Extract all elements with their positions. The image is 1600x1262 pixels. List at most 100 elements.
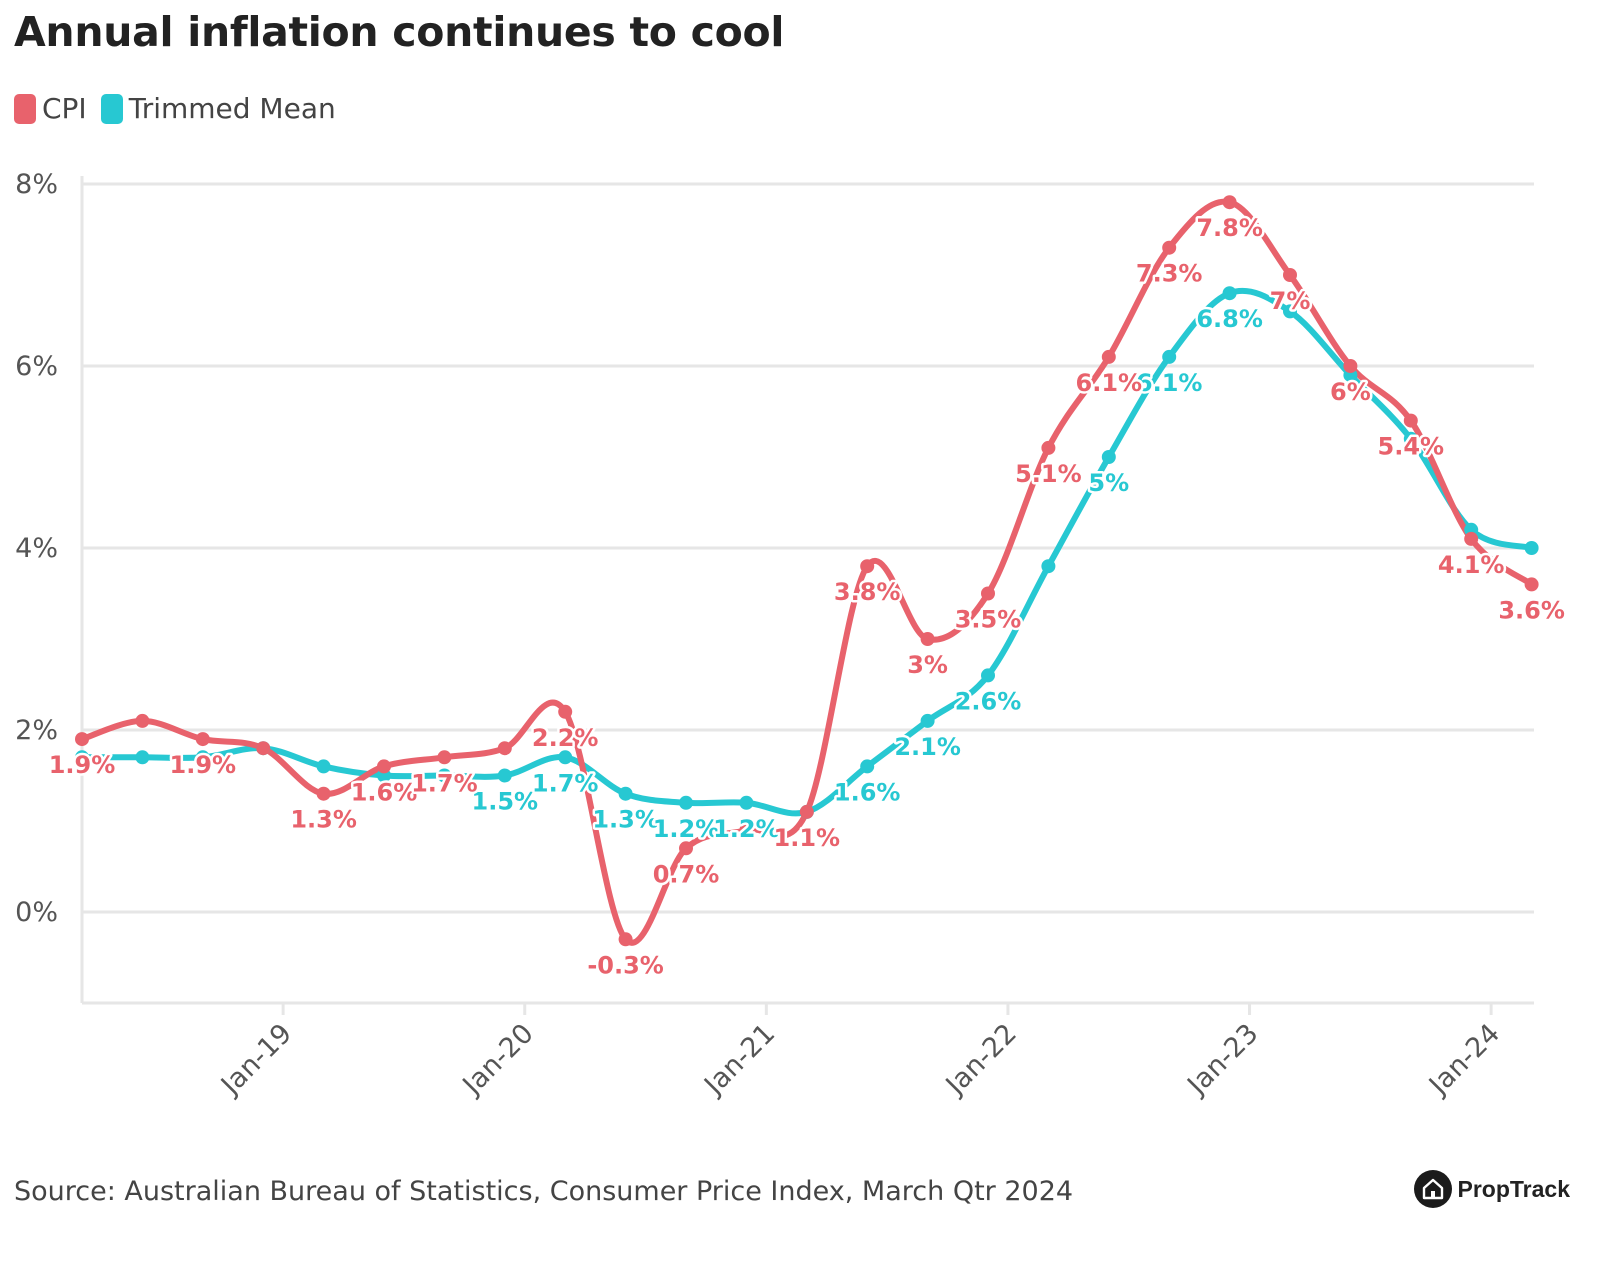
data-label-trimmed-mean: 1.5% <box>472 788 539 816</box>
data-label-cpi: 5.1% <box>1015 460 1082 488</box>
data-label-cpi: 0.7% <box>653 860 720 888</box>
x-axis-ticks: Jan-19 Jan-20 Jan-21 Jan-22 Jan-23 Jan-24 <box>214 1003 1506 1102</box>
axes <box>80 176 1534 1005</box>
data-label-trimmed-mean: 1.7% <box>532 769 599 797</box>
data-point-cpi <box>1343 359 1358 373</box>
data-point-cpi <box>256 741 271 756</box>
data-label-cpi: 5.4% <box>1378 433 1445 461</box>
data-point-trimmed-mean <box>437 768 452 783</box>
y-tick-label: 6% <box>15 351 58 382</box>
gridlines <box>82 182 1534 914</box>
legend-label-trimmed-mean: Trimmed Mean <box>128 92 336 125</box>
data-point-cpi <box>920 632 935 646</box>
data-point-cpi <box>739 823 754 838</box>
brand-name: PropTrack <box>1457 1175 1571 1202</box>
data-label-trimmed-mean: 1.2% <box>653 815 720 843</box>
chart-title: Annual inflation continues to cool <box>14 8 785 56</box>
series-line-trimmed-mean <box>79 287 1535 817</box>
x-tick-label: Jan-22 <box>939 1018 1023 1102</box>
x-tick-label: Jan-23 <box>1181 1018 1265 1102</box>
brand: PropTrack <box>1413 1170 1571 1208</box>
source-note: Source: Australian Bureau of Statistics,… <box>14 1176 1074 1207</box>
data-label-cpi: 7.8% <box>1196 214 1263 242</box>
data-point-trimmed-mean <box>1524 541 1539 555</box>
data-point-cpi <box>1162 240 1177 255</box>
data-point-trimmed-mean <box>497 768 512 783</box>
x-tick-label: Jan-19 <box>214 1018 298 1102</box>
house-logo-icon <box>1413 1170 1452 1208</box>
data-label-cpi: 2.2% <box>532 724 599 752</box>
data-point-cpi <box>860 559 875 574</box>
data-label-trimmed-mean: 5% <box>1088 469 1129 497</box>
data-label-cpi: -0.3% <box>587 951 664 979</box>
data-label-cpi: 7.3% <box>1136 260 1203 288</box>
data-label-cpi: 1.9% <box>49 751 116 779</box>
data-label-cpi: 3.8% <box>834 578 901 606</box>
data-point-cpi <box>1222 195 1237 210</box>
data-point-trimmed-mean <box>1222 286 1237 301</box>
legend-swatch-cpi <box>14 93 36 124</box>
data-point-trimmed-mean <box>1403 431 1418 446</box>
data-label-trimmed-mean: 6.1% <box>1136 369 1203 397</box>
data-label-cpi: 1.3% <box>290 806 357 834</box>
data-point-cpi <box>377 759 391 774</box>
y-axis-ticks: 0% 2% 4% 6% 8% <box>15 169 58 928</box>
data-label-cpi: 6% <box>1330 378 1371 406</box>
data-label-cpi: 3.6% <box>1498 596 1565 624</box>
x-tick-label: Jan-20 <box>456 1018 540 1102</box>
data-point-cpi <box>75 732 89 747</box>
data-label-cpi: 1.6% <box>351 778 418 806</box>
data-label-trimmed-mean: 2.1% <box>894 733 961 761</box>
data-point-cpi <box>799 804 814 819</box>
data-label-cpi: 6.1% <box>1076 369 1143 397</box>
data-point-cpi <box>437 750 452 765</box>
data-label-trimmed-mean: 1.3% <box>592 806 659 834</box>
data-point-cpi <box>981 586 995 601</box>
data-point-trimmed-mean <box>195 750 210 765</box>
legend-item-cpi[interactable]: CPI <box>14 92 87 125</box>
data-point-cpi <box>679 841 693 856</box>
y-tick-label: 4% <box>15 533 58 564</box>
x-tick-label: Jan-21 <box>697 1018 781 1102</box>
data-point-trimmed-mean <box>558 750 573 765</box>
y-tick-label: 2% <box>15 715 58 746</box>
data-label-cpi: 3% <box>907 651 948 679</box>
data-point-cpi <box>558 704 573 719</box>
data-point-cpi <box>1403 413 1418 428</box>
x-tick-label: Jan-24 <box>1422 1018 1506 1102</box>
data-point-trimmed-mean <box>1162 349 1177 364</box>
data-point-cpi <box>1041 440 1056 455</box>
data-point-cpi <box>195 732 210 747</box>
data-point-trimmed-mean <box>75 750 89 765</box>
line-chart: 0% 2% 4% 6% 8% Jan-19 Jan-20 Jan-21 Jan-22 Jan-2… <box>15 169 1567 1102</box>
data-point-trimmed-mean <box>981 668 995 683</box>
data-label-trimmed-mean: 1.6% <box>834 778 901 806</box>
data-point-trimmed-mean <box>860 759 875 774</box>
legend-item-trimmed-mean[interactable]: Trimmed Mean <box>100 92 336 125</box>
y-tick-label: 0% <box>15 897 58 928</box>
data-label-trimmed-mean: 6.8% <box>1196 305 1263 333</box>
data-point-trimmed-mean <box>1101 450 1116 464</box>
data-labels: 1.5%1.7%1.3%1.2%1.2%1.6%2.1%2.6%5%6.1%6.… <box>46 212 1567 982</box>
data-point-cpi <box>1101 349 1116 364</box>
data-point-cpi <box>1464 531 1479 546</box>
data-label-cpi: 1.7% <box>411 769 478 797</box>
data-point-cpi <box>1283 268 1297 282</box>
legend: CPI Trimmed Mean <box>14 92 350 125</box>
data-label-cpi: 7% <box>1270 287 1311 315</box>
data-point-trimmed-mean <box>679 795 693 810</box>
data-label-trimmed-mean: 2.6% <box>955 687 1022 715</box>
series-points <box>75 195 1539 947</box>
data-label-cpi: 1.1% <box>774 824 841 852</box>
y-tick-label: 8% <box>15 169 58 200</box>
legend-label-cpi: CPI <box>42 92 87 125</box>
data-point-trimmed-mean <box>316 759 331 774</box>
data-label-cpi: 4.1% <box>1438 551 1505 579</box>
data-point-trimmed-mean <box>1041 559 1056 574</box>
data-point-trimmed-mean <box>739 795 754 810</box>
data-label-cpi: 1.9% <box>170 751 237 779</box>
data-point-cpi <box>1524 577 1539 592</box>
data-point-cpi <box>316 786 331 801</box>
legend-swatch-trimmed-mean <box>100 93 123 124</box>
data-point-cpi <box>618 932 633 947</box>
